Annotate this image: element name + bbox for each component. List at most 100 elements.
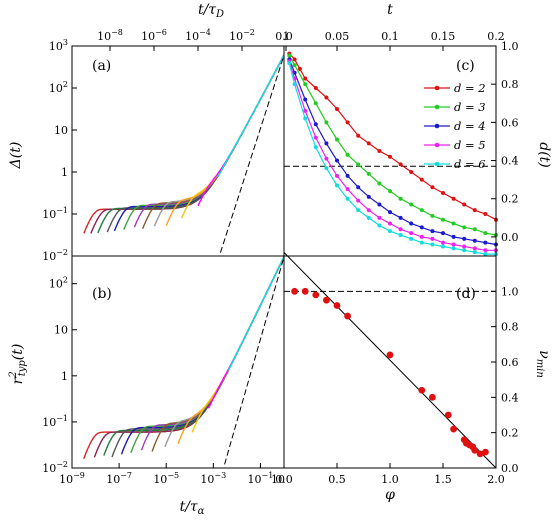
y-tick-label: 0.8 [501,321,519,334]
y-tick-label: 0.0 [501,462,519,475]
top-tick-label: 0.2 [487,30,505,43]
series-line [288,53,497,221]
data-point [483,240,488,245]
msd-curve [90,53,284,234]
data-point [377,149,382,153]
y-tick-label: 0.4 [501,155,519,168]
typical-curve [140,256,284,451]
msd-curve [217,53,284,178]
right-bottom-axis-label: νmin [534,350,552,378]
data-point [451,242,456,247]
data-point [356,208,361,213]
data-point [292,63,297,68]
top-tick-label: 10−6 [141,28,167,43]
data-point [333,302,341,309]
data-point [441,191,445,195]
data-point [450,425,457,433]
data-point [462,248,467,253]
data-point [441,240,445,245]
x-tick-label: 2.0 [487,473,505,486]
legend-marker [434,123,440,129]
data-point [313,101,318,106]
data-point [301,287,309,295]
panel-label-a: (a) [92,58,111,74]
typical-curve [164,256,284,447]
data-point [419,240,424,245]
data-point [335,173,339,178]
data-point [386,351,394,359]
data-point [444,411,452,419]
y-tick-label: 0.6 [501,356,519,369]
y-tick-label: 1.0 [501,285,519,298]
msd-curve [133,53,284,228]
data-point [313,122,318,127]
msd-curve [180,53,284,219]
data-point [313,145,318,150]
data-point [472,238,477,243]
data-point [366,194,371,199]
y-tick-label: 0.8 [501,78,519,91]
data-point [388,189,392,194]
y-tick-label: 102 [49,80,68,95]
data-point [335,158,339,163]
data-point [398,227,403,232]
x-tick-label: 10−3 [200,471,226,486]
y-tick-label: 0.4 [501,391,519,404]
legend-label: d = 3 [454,100,486,114]
y-tick-label: 0.6 [501,116,519,129]
typical-curve [130,256,284,454]
data-point [303,116,308,121]
data-point [313,86,318,90]
legend: d = 2 d = 3 d = 4 d = 5 d = 6 [424,81,486,171]
data-point [345,120,350,125]
data-point [419,234,424,239]
data-point [430,236,435,241]
data-point [324,120,329,125]
data-point [345,187,350,192]
top-tick-label: 10−8 [97,28,123,43]
data-point [287,61,292,66]
data-point [297,66,302,71]
data-point [313,135,318,140]
panel-c-series [284,51,498,257]
panel-label-c: (c) [456,58,475,74]
data-point [462,244,467,249]
panel-b-curves [83,256,284,465]
data-point [356,198,361,203]
data-point [451,196,456,201]
data-point [476,450,484,458]
data-point [345,173,350,178]
typical-curve [227,256,284,371]
y-tick-label: 1.0 [501,40,519,53]
data-point [303,108,308,113]
data-point [377,223,382,228]
data-point [409,170,414,174]
data-point [345,152,350,157]
data-point [471,446,479,454]
left-bottom-axis-label: r2typ(t) [8,344,28,385]
legend-marker [434,142,440,148]
y-tick-label: 0.2 [501,427,519,440]
data-point [398,162,403,167]
data-point [356,133,361,138]
top-tick-label: 0.0 [275,30,293,43]
y-tick-label: 10−2 [42,248,68,263]
reference-line [219,55,284,253]
x-tick-label: 10−1 [248,471,274,486]
data-point [388,154,392,159]
y-tick-label: 10−1 [42,414,68,429]
top-right-axis-label: t [387,2,393,18]
data-point [430,242,435,247]
data-point [291,287,298,295]
x-tick-label: 0.5 [328,473,346,486]
data-point [377,181,382,186]
top-tick-label: 0.15 [431,30,456,43]
data-point [451,234,456,239]
data-point [441,231,445,236]
top-tick-label: 0.05 [325,30,350,43]
fit-line [283,252,497,469]
bottom-right-axis-label: φ [385,487,395,503]
data-point [292,82,297,87]
legend-label: d = 2 [454,81,486,95]
bottom-left-axis-label: t/τα [180,499,205,517]
